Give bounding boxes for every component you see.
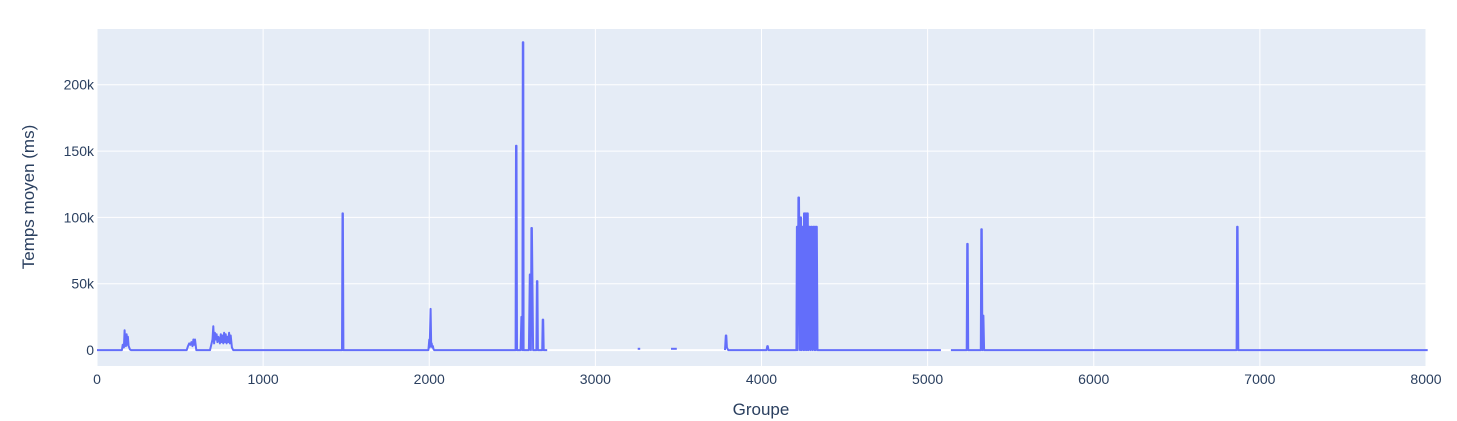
y-tick-label: 200k	[64, 77, 95, 93]
series-layer	[97, 41, 1428, 352]
x-tick-label: 7000	[1244, 371, 1275, 387]
y-tick-label: 150k	[64, 143, 95, 159]
x-tick-labels: 0 1000 2000 3000 4000 5000 6000 7000 8000	[93, 371, 1442, 387]
y-tick-label: 50k	[71, 276, 95, 292]
series-line	[97, 41, 548, 352]
x-tick-label: 1000	[248, 371, 279, 387]
series-line	[724, 196, 941, 352]
x-tick-label: 2000	[414, 371, 445, 387]
x-tick-label: 3000	[580, 371, 611, 387]
x-tick-label: 4000	[746, 371, 777, 387]
x-tick-label: 5000	[912, 371, 943, 387]
y-axis-title: Temps moyen (ms)	[19, 125, 38, 270]
x-axis-title: Groupe	[733, 400, 790, 419]
y-tick-label: 0	[86, 342, 94, 358]
x-tick-label: 6000	[1078, 371, 1109, 387]
x-tick-label: 0	[93, 371, 101, 387]
y-tick-label: 100k	[64, 209, 95, 225]
y-tick-labels: 0 50k 100k 150k 200k	[64, 77, 95, 358]
x-tick-label: 8000	[1410, 371, 1441, 387]
series-line	[950, 225, 1428, 352]
